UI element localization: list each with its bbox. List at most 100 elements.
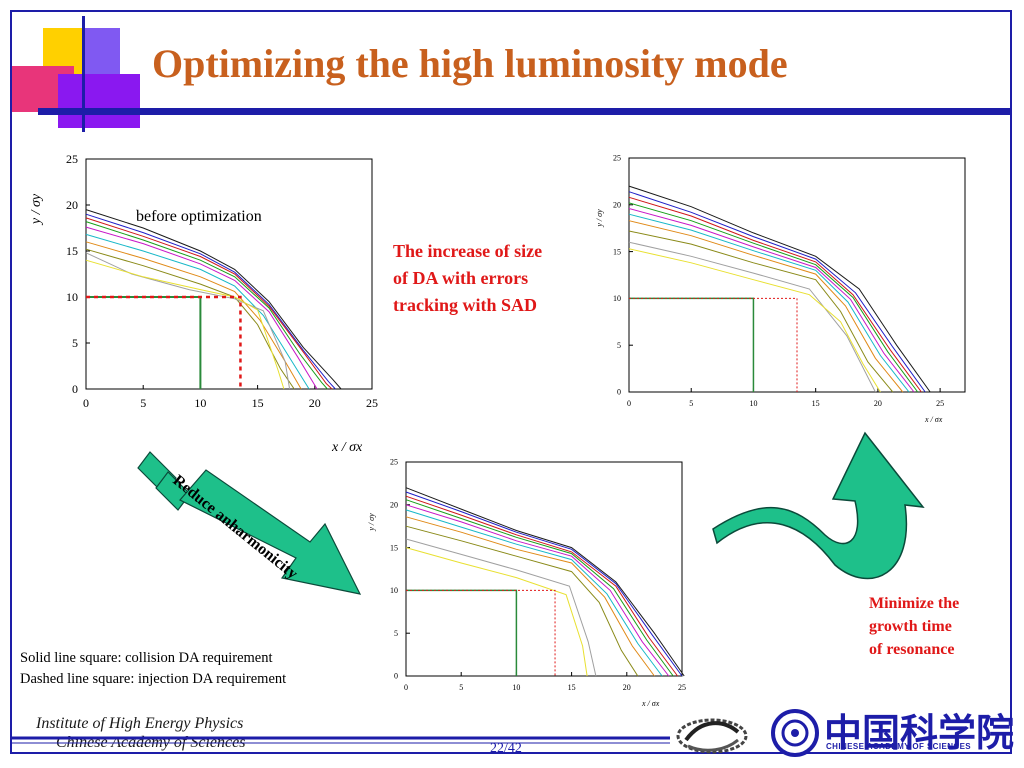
y-axis-label: y / σy xyxy=(595,209,604,228)
x-tick-label: 5 xyxy=(140,396,146,410)
da-series-line xyxy=(628,185,931,393)
footer-rule xyxy=(10,736,670,744)
reduce-anharmonicity-arrow: Reduce anharmonicity xyxy=(137,451,362,595)
da-series-line xyxy=(85,221,328,390)
dashed-square-legend: Dashed line square: injection DA require… xyxy=(20,671,287,687)
da-series-line xyxy=(85,213,336,390)
y-tick-label: 10 xyxy=(390,586,398,595)
x-tick-label: 25 xyxy=(366,396,378,410)
solid-square-legend: Solid line square: collision DA requirem… xyxy=(20,650,273,666)
y-tick-label: 15 xyxy=(613,247,621,256)
x-tick-label: 15 xyxy=(812,399,820,408)
slide-frame xyxy=(10,10,1012,754)
x-tick-label: 20 xyxy=(623,683,631,692)
da-series-line xyxy=(85,233,310,390)
x-tick-label: 10 xyxy=(749,399,757,408)
y-tick-label: 25 xyxy=(390,458,398,467)
da-series-line xyxy=(628,248,881,393)
purple-square xyxy=(58,74,140,128)
x-tick-label: 10 xyxy=(194,396,206,410)
minimize-line-2: growth time xyxy=(869,618,952,635)
da-series-line xyxy=(628,191,926,393)
x-tick-label: 0 xyxy=(83,396,89,410)
square-legend: Solid line square: collision DA requirem… xyxy=(20,648,286,690)
x-tick-label: 0 xyxy=(627,399,631,408)
da-series-line xyxy=(405,504,670,677)
y-tick-label: 5 xyxy=(394,629,398,638)
plot-area xyxy=(405,461,683,677)
y-tick-label: 0 xyxy=(394,672,398,681)
y-tick-label: 20 xyxy=(66,198,78,212)
da-series-line xyxy=(405,547,588,677)
injection-da-square xyxy=(406,589,556,676)
y-tick-label: 5 xyxy=(72,336,78,350)
increase-line-3: tracking with SAD xyxy=(393,295,538,315)
y-axis-label: y / σy xyxy=(367,513,376,532)
da-series-line xyxy=(405,487,685,677)
y-tick-label: 5 xyxy=(617,341,621,350)
x-tick-label: 25 xyxy=(936,399,944,408)
before-optimization-label: before optimization xyxy=(136,208,262,225)
da-series-line xyxy=(628,196,922,393)
da-chart-before: 0 5 10 15 20 25 0 5 10 15 20 25 x / σx y / σy before o… xyxy=(29,152,378,455)
da-series-line xyxy=(405,509,663,677)
x-tick-label: 25 xyxy=(678,683,686,692)
y-tick-label: 0 xyxy=(72,382,78,396)
da-series-line xyxy=(405,516,655,677)
da-series-line xyxy=(405,538,597,677)
injection-da-square xyxy=(86,295,242,389)
institute-name: Institute of High Energy Physics Chinese… xyxy=(36,714,245,752)
x-tick-label: 20 xyxy=(309,396,321,410)
increase-line-2: of DA with errors xyxy=(393,268,529,288)
minimize-line-1: Minimize the xyxy=(869,595,960,612)
da-series-line xyxy=(85,209,342,390)
da-series-line xyxy=(405,495,679,677)
page-number: 22/42 xyxy=(490,741,522,756)
y-tick-label: 15 xyxy=(390,543,398,552)
y-tick-label: 0 xyxy=(617,388,621,397)
curved-arrow-shape xyxy=(712,431,925,580)
increase-line-1: The increase of size xyxy=(393,241,543,261)
x-tick-label: 20 xyxy=(874,399,882,408)
da-series-line xyxy=(85,259,285,390)
da-series-line xyxy=(405,491,683,677)
cas-chinese-name: 中国科学院 xyxy=(824,710,1015,755)
x-axis-label: x / σx xyxy=(331,440,363,455)
y-tick-label: 20 xyxy=(613,200,621,209)
ihep-logo-icon xyxy=(676,718,748,754)
da-series-line xyxy=(405,525,639,677)
blue-vertical-line xyxy=(82,16,85,132)
minimize-line-3: of resonance xyxy=(869,641,955,658)
title-underline xyxy=(38,108,1012,115)
arrow-body xyxy=(179,469,362,595)
da-chart-sad-errors: 0 5 10 15 20 25 0 5 10 15 20 25 x / σx y / σy xyxy=(595,154,966,424)
x-tick-label: 15 xyxy=(252,396,264,410)
y-axis-label: y / σy xyxy=(29,193,44,226)
da-chart-reduced-anharmonicity: 0 5 10 15 20 25 0 5 10 15 20 25 x / σx y / σy xyxy=(367,458,686,708)
y-tick-label: 25 xyxy=(66,152,78,166)
increase-da-note: The increase of size of DA with errors t… xyxy=(393,238,542,319)
slide-title: Optimizing the high luminosity mode xyxy=(152,41,788,86)
da-series-line xyxy=(628,213,910,393)
x-tick-label: 15 xyxy=(568,683,576,692)
minimize-note: Minimize the growth time of resonance xyxy=(869,592,959,661)
y-tick-label: 10 xyxy=(613,294,621,303)
x-tick-label: 0 xyxy=(404,683,408,692)
x-tick-label: 5 xyxy=(459,683,463,692)
violet-square xyxy=(84,28,120,74)
y-tick-label: 25 xyxy=(613,154,621,163)
da-series-line xyxy=(628,208,915,393)
da-series-line xyxy=(628,230,894,393)
da-series-line xyxy=(85,226,318,390)
logo-squares-icon xyxy=(12,16,140,132)
da-series-line xyxy=(628,241,876,393)
x-tick-label: 5 xyxy=(689,399,693,408)
y-tick-label: 10 xyxy=(66,290,78,304)
x-axis-label: x / σx xyxy=(924,415,943,424)
x-tick-label: 10 xyxy=(512,683,520,692)
da-series-line xyxy=(628,220,904,393)
y-tick-label: 15 xyxy=(66,244,78,258)
da-series-line xyxy=(405,499,674,677)
cas-english-name: CHINESE ACADEMY OF SCIENCES xyxy=(826,742,972,751)
cas-emblem-icon xyxy=(771,709,819,757)
